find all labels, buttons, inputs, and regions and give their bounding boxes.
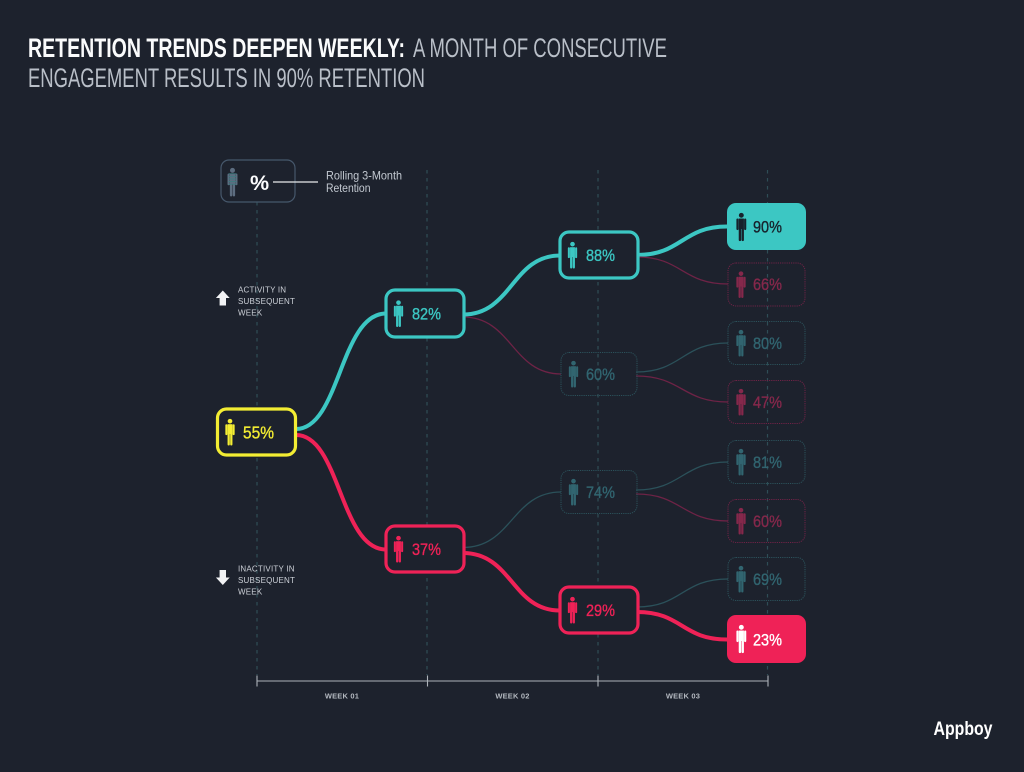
- svg-text:SUBSEQUENT: SUBSEQUENT: [238, 297, 295, 306]
- svg-text:82%: 82%: [412, 306, 441, 324]
- svg-text:Rolling 3-Month: Rolling 3-Month: [326, 170, 402, 183]
- svg-text:60%: 60%: [753, 513, 782, 531]
- svg-text:RETENTION TRENDS DEEPEN WEEKLY: RETENTION TRENDS DEEPEN WEEKLY:: [28, 33, 405, 63]
- svg-text:WEEK 03: WEEK 03: [666, 692, 700, 701]
- svg-text:88%: 88%: [586, 247, 615, 265]
- svg-text:81%: 81%: [753, 454, 782, 472]
- svg-text:INACTIVITY IN: INACTIVITY IN: [238, 565, 295, 574]
- svg-text:ENGAGEMENT RESULTS IN 90% RETE: ENGAGEMENT RESULTS IN 90% RETENTION: [28, 63, 425, 93]
- svg-text:47%: 47%: [753, 394, 782, 412]
- svg-text:74%: 74%: [586, 484, 615, 502]
- svg-text:90%: 90%: [753, 219, 782, 237]
- svg-text:37%: 37%: [412, 541, 441, 559]
- svg-text:Retention: Retention: [326, 182, 371, 195]
- svg-text:23%: 23%: [753, 632, 782, 650]
- svg-text:WEEK: WEEK: [238, 309, 263, 318]
- svg-text:ACTIVITY IN: ACTIVITY IN: [238, 286, 286, 295]
- svg-text:Appboy: Appboy: [934, 718, 993, 740]
- svg-text:55%: 55%: [243, 423, 274, 443]
- svg-text:WEEK: WEEK: [238, 588, 263, 597]
- svg-text:WEEK 01: WEEK 01: [325, 692, 359, 701]
- svg-text:60%: 60%: [586, 366, 615, 384]
- svg-text:%: %: [250, 171, 269, 195]
- svg-text:80%: 80%: [753, 335, 782, 353]
- svg-text:A MONTH OF CONSECUTIVE: A MONTH OF CONSECUTIVE: [413, 33, 667, 63]
- svg-text:69%: 69%: [753, 571, 782, 589]
- svg-text:WEEK 02: WEEK 02: [495, 692, 529, 701]
- svg-text:66%: 66%: [753, 276, 782, 294]
- svg-text:29%: 29%: [586, 602, 615, 620]
- svg-text:SUBSEQUENT: SUBSEQUENT: [238, 576, 295, 585]
